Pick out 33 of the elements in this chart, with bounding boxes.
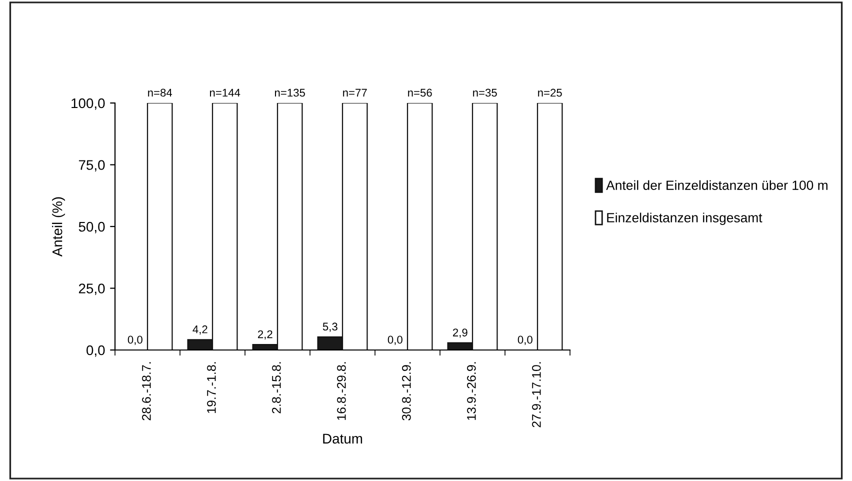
annotation: n=35	[473, 88, 497, 97]
y-tick-label: 25,0	[78, 284, 105, 296]
data-label: 0,0	[128, 336, 142, 345]
bar	[146, 103, 173, 350]
y-tick-label: 100,0	[72, 98, 105, 110]
x-tick-label: 16.8.-29.8.	[337, 362, 346, 420]
y-axis-title: Anteil (%)	[52, 197, 65, 257]
y-tick-label: 50,0	[78, 222, 105, 234]
x-tick-label: 19.7.-1.8.	[207, 362, 216, 413]
bar	[406, 103, 433, 350]
data-label: 2,2	[258, 330, 272, 340]
annotation: n=84	[148, 88, 172, 97]
data-label: 0,0	[388, 336, 402, 345]
x-tick-label: 13.9.-26.9.	[467, 362, 476, 420]
y-tick-label: 75,0	[78, 160, 105, 172]
data-label: 0,0	[518, 336, 532, 345]
x-tick-label: 2.8.-15.8.	[272, 362, 281, 414]
x-axis-title: Datum	[323, 434, 362, 444]
annotation: n=25	[538, 88, 562, 97]
annotation: n=144	[210, 88, 240, 97]
data-label: 5,3	[322, 322, 338, 332]
data-label: 4,2	[192, 325, 208, 335]
legend-label: Anteil der Einzeldistanzen über 100 m	[606, 180, 828, 190]
annotation: n=77	[343, 88, 367, 97]
annotation: n=56	[408, 88, 432, 97]
x-tick-label: 28.6.-18.7.	[142, 362, 151, 420]
x-tick-label: 30.8.-12.9.	[402, 362, 411, 420]
data-label: 2,9	[452, 328, 468, 338]
bar	[536, 103, 563, 350]
annotation: n=135	[274, 88, 305, 97]
legend-label: Einzeldistanzen insgesamt	[607, 212, 762, 225]
y-tick-label: 0,0	[86, 345, 105, 357]
x-tick-label: 27.9.-17.10.	[532, 362, 541, 428]
